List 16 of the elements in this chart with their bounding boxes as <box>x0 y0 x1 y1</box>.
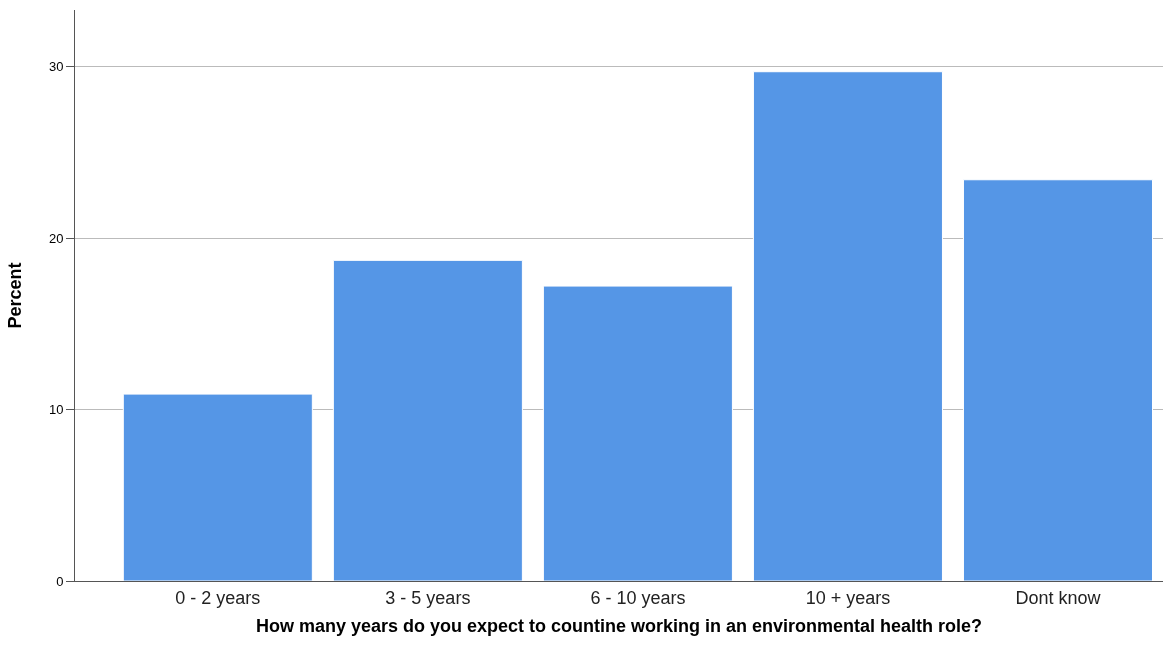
bar <box>752 71 943 581</box>
x-axis-title: How many years do you expect to countine working in an environmental health role? <box>255 615 983 636</box>
bar <box>542 285 733 581</box>
x-tick-label: Dont know <box>1015 587 1102 608</box>
x-tick-label: 3 - 5 years <box>385 587 471 608</box>
y-tick-label: 20 <box>48 230 64 246</box>
y-tick-label: 30 <box>48 59 64 75</box>
x-tick-label: 0 - 2 years <box>175 587 261 608</box>
bar <box>962 179 1153 581</box>
y-tick-label: 10 <box>48 402 64 418</box>
y-tick-label: 0 <box>56 573 64 589</box>
y-axis-title: Percent <box>5 262 26 329</box>
bar <box>122 393 313 581</box>
x-tick-label: 6 - 10 years <box>590 587 686 608</box>
bar <box>332 259 523 581</box>
x-tick-label: 10 + years <box>805 587 891 608</box>
